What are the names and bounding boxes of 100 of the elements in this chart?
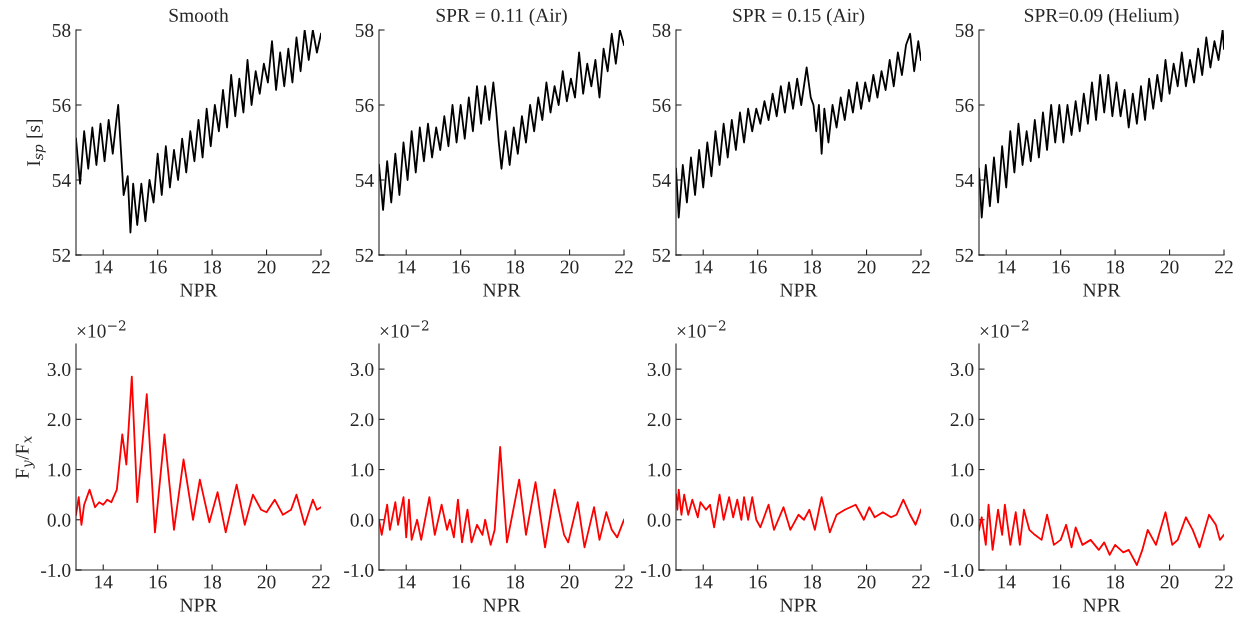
x-tick-label: 22 xyxy=(912,260,930,274)
chart-title: Smooth xyxy=(169,8,229,22)
x-tick-label: 22 xyxy=(312,575,330,589)
y-tick-label: -1.0 xyxy=(344,563,374,578)
x-tick-label: 22 xyxy=(312,260,330,274)
y-tick-label: 0.0 xyxy=(350,513,374,527)
x-axis-title: NPR xyxy=(1083,598,1121,612)
x-tick-label: 22 xyxy=(615,260,633,274)
x-tick-label: 14 xyxy=(998,260,1016,274)
y-tick-label: 3.0 xyxy=(47,362,71,377)
x-tick-label: 20 xyxy=(1160,575,1179,589)
line-series xyxy=(676,32,921,219)
x-tick-label: 16 xyxy=(749,260,767,274)
y-tick-label: -1.0 xyxy=(944,563,974,578)
y-tick-label: 56 xyxy=(955,98,974,112)
line-series xyxy=(676,488,921,534)
x-tick-label: 16 xyxy=(1052,260,1070,274)
y-tick-label: 54 xyxy=(955,173,974,187)
y-tick-label: 1.0 xyxy=(351,463,374,477)
y-tick-label: 1.0 xyxy=(951,463,974,477)
y-tick-label: 3.0 xyxy=(950,362,974,377)
x-tick-label: 20 xyxy=(857,260,876,274)
y-tick-label: 0.0 xyxy=(647,513,671,527)
x-tick-label: 22 xyxy=(1215,575,1233,589)
x-tick-label: 14 xyxy=(398,575,416,589)
y-tick-label: 58 xyxy=(652,23,671,37)
text: ×10$^{−2}$ xyxy=(677,320,726,338)
line-series xyxy=(76,30,321,234)
y-tick-label: 2.0 xyxy=(47,413,71,427)
y-axis-title: I$_{sp}$ [s] xyxy=(26,119,46,167)
y-tick-label: 58 xyxy=(355,23,374,37)
x-tick-label: 18 xyxy=(804,260,822,274)
y-tick-label: 2.0 xyxy=(647,413,671,427)
y-tick-label: -1.0 xyxy=(641,563,671,578)
x-tick-label: 14 xyxy=(95,575,113,589)
y-tick-label: 56 xyxy=(652,98,671,112)
x-tick-label: 20 xyxy=(257,260,276,274)
text: ×10$^{−2}$ xyxy=(380,320,429,338)
line-series xyxy=(979,30,1224,219)
x-tick-label: 18 xyxy=(204,575,222,589)
y-tick-label: 58 xyxy=(955,23,974,37)
x-axis-title: NPR xyxy=(780,283,818,297)
x-tick-label: 20 xyxy=(1160,260,1179,274)
x-axis-title: NPR xyxy=(1083,283,1121,297)
y-tick-label: -1.0 xyxy=(41,563,71,578)
x-tick-label: 14 xyxy=(695,260,713,274)
x-tick-label: 22 xyxy=(1215,260,1233,274)
x-tick-label: 18 xyxy=(204,260,222,274)
y-tick-label: 2.0 xyxy=(350,413,374,427)
chart-title: SPR = 0.15 (Air) xyxy=(733,8,865,26)
x-tick-label: 18 xyxy=(804,575,822,589)
x-tick-label: 16 xyxy=(749,575,767,589)
x-axis-title: NPR xyxy=(180,598,218,612)
chart-title: SPR = 0.11 (Air) xyxy=(436,8,567,26)
y-tick-label: 52 xyxy=(355,248,374,262)
x-tick-label: 16 xyxy=(452,575,470,589)
x-tick-label: 14 xyxy=(95,260,113,274)
y-tick-label: 1.0 xyxy=(48,463,71,477)
y-tick-label: 54 xyxy=(652,173,671,187)
x-tick-label: 20 xyxy=(560,575,579,589)
x-tick-label: 14 xyxy=(998,575,1016,589)
line-series xyxy=(379,446,624,549)
y-tick-label: 56 xyxy=(52,98,71,112)
x-axis-title: NPR xyxy=(180,283,218,297)
y-tick-label: 0.0 xyxy=(47,513,71,527)
x-axis-title: NPR xyxy=(483,598,521,612)
y-tick-label: 52 xyxy=(652,248,671,262)
y-axis-title: F$_{y}$/F$_{x}$ xyxy=(15,435,35,479)
y-tick-label: 54 xyxy=(52,173,71,187)
x-axis-title: NPR xyxy=(483,283,521,297)
x-tick-label: 14 xyxy=(695,575,713,589)
y-tick-label: 56 xyxy=(355,98,374,112)
x-tick-label: 18 xyxy=(1107,575,1125,589)
x-tick-label: 16 xyxy=(1052,575,1070,589)
x-tick-label: 14 xyxy=(398,260,416,274)
x-tick-label: 16 xyxy=(452,260,470,274)
x-tick-label: 16 xyxy=(149,260,167,274)
y-tick-label: 54 xyxy=(355,173,374,187)
chart-title: SPR=0.09 (Helium) xyxy=(1024,8,1179,26)
x-tick-label: 20 xyxy=(257,575,276,589)
x-tick-label: 20 xyxy=(857,575,876,589)
y-tick-label: 58 xyxy=(52,23,71,37)
x-tick-label: 22 xyxy=(912,575,930,589)
line-series xyxy=(979,503,1224,566)
text: ×10$^{−2}$ xyxy=(980,320,1029,338)
x-tick-label: 18 xyxy=(507,575,525,589)
y-tick-label: 0.0 xyxy=(950,513,974,527)
y-tick-label: 3.0 xyxy=(647,362,671,377)
line-series xyxy=(379,30,624,211)
x-tick-label: 20 xyxy=(560,260,579,274)
x-tick-label: 18 xyxy=(1107,260,1125,274)
y-tick-label: 3.0 xyxy=(350,362,374,377)
y-tick-label: 2.0 xyxy=(950,413,974,427)
x-tick-label: 18 xyxy=(507,260,525,274)
y-tick-label: 1.0 xyxy=(648,463,671,477)
x-tick-label: 22 xyxy=(615,575,633,589)
y-tick-label: 52 xyxy=(52,248,71,262)
line-series xyxy=(76,375,321,534)
x-tick-label: 16 xyxy=(149,575,167,589)
y-tick-label: 52 xyxy=(955,248,974,262)
